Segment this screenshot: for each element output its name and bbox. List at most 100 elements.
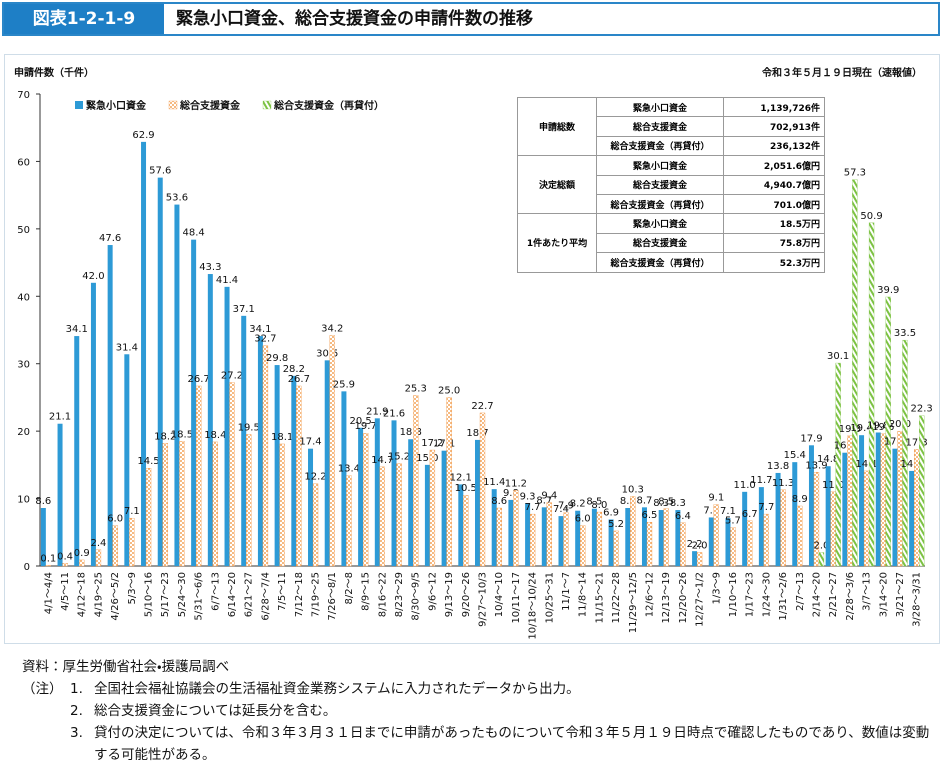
legend-swatch — [262, 100, 272, 110]
bar — [658, 510, 664, 566]
note-label: （注） — [22, 681, 63, 697]
value-label: 0.4 — [57, 551, 73, 562]
value-label: 18.8 — [400, 427, 422, 438]
value-label: 8.6 — [620, 496, 636, 507]
value-label: 6.7 — [742, 509, 758, 520]
x-tick-label: 11/8～14 — [578, 572, 589, 617]
bar — [274, 365, 280, 566]
bar — [429, 449, 436, 567]
bar — [830, 491, 836, 567]
table-item: 緊急小口資金 — [596, 96, 724, 118]
value-label: 12.2 — [304, 472, 326, 483]
bar — [646, 522, 653, 567]
bar — [546, 502, 552, 567]
note-text: 全国社会福祉協議会の生活福祉資金業務システムに入力されたデータから出力。 — [94, 681, 580, 697]
figure-number: 図表1-2-1-9 — [4, 4, 164, 34]
bar — [329, 335, 335, 567]
value-label: 17.1 — [433, 439, 455, 450]
value-label: 2.0 — [692, 541, 708, 552]
table-row: 総合支援資金（再貸付） 52.3万円 — [518, 252, 825, 273]
value-label: 53.6 — [166, 193, 188, 204]
x-tick-label: 6/14～20 — [227, 572, 238, 617]
bar — [179, 441, 185, 567]
x-tick-label: 9/6～12 — [427, 572, 438, 611]
value-label: 11.4 — [483, 477, 505, 488]
bar — [346, 475, 352, 567]
value-label: 21.1 — [49, 412, 71, 423]
note-row: 2. 総合支援資金については延長分を含む。 — [22, 700, 932, 722]
table-value: 52.3万円 — [723, 252, 825, 273]
legend-swatch — [168, 100, 178, 110]
value-label: 11.2 — [505, 478, 527, 489]
table-row: 総合支援資金（再貸付） 236,132件 — [518, 135, 825, 157]
value-label: 8.5 — [658, 497, 674, 508]
x-tick-label: 8/30～9/5 — [411, 572, 422, 621]
bar — [491, 489, 497, 566]
value-label: 0.9 — [74, 548, 90, 559]
value-label: 6.0 — [575, 514, 591, 525]
x-tick-label: 2/21～27 — [828, 572, 839, 617]
value-label: 7.1 — [124, 506, 140, 517]
bar — [529, 513, 536, 567]
y-tick-label: 10 — [17, 495, 30, 506]
value-label: 34.2 — [321, 323, 343, 334]
legend-label: 総合支援資金 — [179, 99, 241, 112]
table-item: 総合支援資金 — [596, 174, 724, 195]
bar — [868, 222, 875, 567]
value-label: 18.2 — [154, 431, 176, 442]
value-label: 14.1 — [901, 459, 923, 470]
value-label: 8.6 — [35, 496, 51, 507]
x-tick-label: 1/10～16 — [728, 572, 739, 617]
value-label: 7.7 — [758, 502, 774, 513]
x-tick-label: 7/5～11 — [277, 572, 288, 611]
bar — [508, 499, 514, 566]
bar — [341, 391, 347, 566]
table-value: 701.0億円 — [723, 193, 825, 215]
value-label: 22.7 — [471, 401, 493, 412]
value-label: 17.4 — [299, 437, 321, 448]
table-item: 総合支援資金 — [596, 116, 724, 137]
bar — [496, 507, 502, 567]
table-group-label: 1件あたり平均 — [517, 213, 597, 273]
value-label: 41.4 — [216, 275, 238, 286]
table-item: 総合支援資金（再貸付） — [596, 252, 724, 273]
bar — [813, 472, 820, 567]
value-label: 22.3 — [911, 404, 933, 415]
value-label: 34.1 — [249, 324, 271, 335]
bar — [563, 512, 569, 567]
x-tick-label: 12/20～26 — [678, 572, 689, 624]
bar — [374, 418, 380, 566]
value-label: 8.0 — [591, 500, 607, 511]
x-tick-label: 3/21～27 — [895, 572, 906, 617]
bar — [79, 559, 85, 567]
value-label: 39.9 — [877, 285, 899, 296]
bar — [775, 472, 781, 566]
value-label: 25.0 — [438, 385, 460, 396]
bar — [391, 420, 397, 566]
value-label: 34.1 — [66, 324, 88, 335]
table-row: 総合支援資金（再貸付） 701.0億円 — [518, 193, 825, 215]
x-tick-label: 11/1～7 — [561, 572, 572, 611]
bar — [324, 360, 330, 566]
value-label: 9.4 — [541, 491, 557, 502]
value-label: 57.6 — [149, 166, 171, 177]
table-row: 申請総数 緊急小口資金 1,139,726件 — [517, 96, 825, 157]
bar — [897, 430, 903, 567]
value-label: 28.2 — [283, 364, 305, 375]
table-value: 2,051.6億円 — [723, 155, 825, 176]
bar — [641, 507, 647, 566]
x-tick-label: 2/28～3/6 — [845, 572, 856, 621]
x-tick-label: 1/31～2/6 — [778, 572, 789, 621]
bar — [713, 504, 719, 567]
x-tick-label: 8/2～8 — [344, 572, 355, 604]
value-label: 11.3 — [772, 478, 794, 489]
bar — [842, 452, 848, 566]
value-label: 14.1 — [855, 459, 877, 470]
bar — [825, 466, 831, 566]
value-label: 19.8 — [867, 420, 889, 431]
bar — [291, 375, 297, 566]
bar — [919, 415, 925, 567]
bar — [95, 549, 102, 567]
value-label: 8.3 — [670, 498, 686, 509]
value-label: 11.0 — [822, 480, 844, 491]
